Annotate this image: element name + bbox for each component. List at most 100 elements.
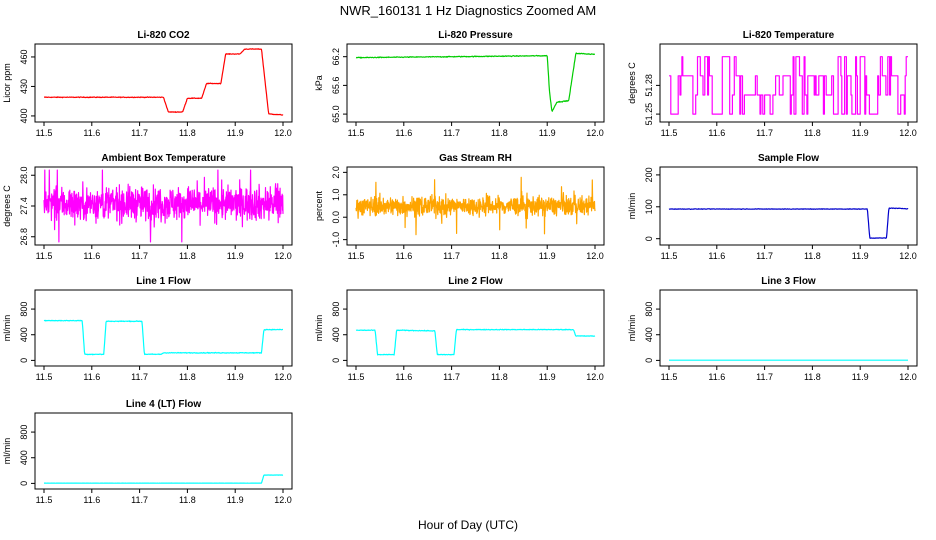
x-tick-label: 11.5 xyxy=(661,128,678,138)
x-tick-label: 12.0 xyxy=(899,128,917,138)
panel-pressure: Li-820 Pressure kPa 11.5 11.6 11.7 11.8 11.9 12… xyxy=(314,30,605,138)
y-tick-label: 400 xyxy=(19,108,29,123)
y-tick-label: 0 xyxy=(644,358,654,363)
plot-frame xyxy=(346,289,605,367)
panel-rh: Gas Stream RH percent 11.5 11.6 11.7 11.8 11.9… xyxy=(314,153,605,261)
panel-title: Line 2 Flow xyxy=(448,276,503,287)
x-tick-label: 12.0 xyxy=(899,251,917,261)
x-axis-title: Hour of Day (UTC) xyxy=(417,518,518,532)
panel-line3: Line 3 Flow ml/min 11.5 11.6 11.7 11.8 11.9 12.… xyxy=(627,276,918,382)
panel-title: Line 4 (LT) Flow xyxy=(126,399,202,410)
x-tick-label: 12.0 xyxy=(586,128,604,138)
y-tick-label: 65.6 xyxy=(331,77,341,95)
y-tick-label: 27.4 xyxy=(19,197,29,215)
x-tick-label: 12.0 xyxy=(274,251,292,261)
plot-frame xyxy=(659,166,918,246)
x-tick-label: 11.7 xyxy=(131,128,148,138)
x-tick-label: 11.6 xyxy=(708,372,725,382)
x-tick-label: 11.8 xyxy=(491,372,508,382)
x-tick-label: 11.7 xyxy=(131,251,148,261)
y-axis-label: kPa xyxy=(314,75,324,91)
series-line-sampleflow xyxy=(668,207,909,239)
x-tick-label: 11.6 xyxy=(83,372,100,382)
x-tick-label: 11.9 xyxy=(852,128,869,138)
x-tick-label: 11.9 xyxy=(227,251,244,261)
x-tick-label: 11.8 xyxy=(491,251,508,261)
plot-frame xyxy=(34,43,293,123)
y-tick-label: 400 xyxy=(644,327,654,342)
x-tick-label: 12.0 xyxy=(274,372,292,382)
y-tick-label: 0 xyxy=(19,358,29,363)
y-axis-label: degrees C xyxy=(627,62,637,104)
x-tick-label: 11.5 xyxy=(661,372,678,382)
y-tick-label: 400 xyxy=(19,450,29,465)
x-tick-label: 11.9 xyxy=(539,372,556,382)
y-tick-label: 400 xyxy=(331,327,341,342)
plot-frame xyxy=(34,166,293,246)
series-line-line2 xyxy=(355,328,596,356)
y-axis-label: ml/min xyxy=(2,438,12,465)
panel-title: Ambient Box Temperature xyxy=(101,153,226,164)
y-tick-label: 100 xyxy=(644,199,654,214)
x-tick-label: 11.8 xyxy=(179,251,196,261)
y-axis-label: degrees C xyxy=(2,185,12,227)
series-line-pressure xyxy=(355,52,596,112)
y-tick-label: 2.0 xyxy=(331,166,341,179)
panel-title: Sample Flow xyxy=(758,153,819,164)
y-tick-label: 26.8 xyxy=(19,228,29,246)
x-tick-label: 11.6 xyxy=(83,495,100,505)
y-axis-label: ml/min xyxy=(627,193,637,220)
x-tick-label: 12.0 xyxy=(899,372,917,382)
panel-temperature: Li-820 Temperature degrees C 11.5 11.6 11.7 1… xyxy=(627,30,918,138)
x-tick-label: 12.0 xyxy=(586,372,604,382)
x-tick-label: 11.7 xyxy=(131,495,148,505)
x-tick-label: 11.6 xyxy=(708,251,725,261)
panel-title: Line 3 Flow xyxy=(761,276,816,287)
x-tick-label: 11.7 xyxy=(756,128,773,138)
panel-line1: Line 1 Flow ml/min 11.5 11.6 11.7 11.8 11.9 12.… xyxy=(2,276,293,382)
y-tick-label: 51.28 xyxy=(644,74,654,97)
x-tick-label: 11.5 xyxy=(36,495,53,505)
series-line-co2 xyxy=(43,48,284,116)
x-tick-label: 11.5 xyxy=(661,251,678,261)
x-tick-label: 11.6 xyxy=(83,128,100,138)
panel-ambient: Ambient Box Temperature degrees C 11.5 11.6… xyxy=(2,153,293,261)
plot-frame xyxy=(346,166,605,246)
x-tick-label: 12.0 xyxy=(274,128,292,138)
panel-title: Li-820 Pressure xyxy=(438,30,513,41)
y-tick-label: 800 xyxy=(19,302,29,317)
y-axis-label: percent xyxy=(314,190,324,221)
x-tick-label: 11.7 xyxy=(443,372,460,382)
x-tick-label: 11.8 xyxy=(179,495,196,505)
series-line-temperature xyxy=(669,56,908,115)
x-tick-label: 11.9 xyxy=(227,372,244,382)
figure-title: NWR_160131 1 Hz Diagnostics Zoomed AM xyxy=(339,3,597,18)
y-axis-label: ml/min xyxy=(314,315,324,342)
x-tick-label: 11.9 xyxy=(227,128,244,138)
y-tick-label: 0.0 xyxy=(331,211,341,224)
x-tick-label: 11.6 xyxy=(83,251,100,261)
y-tick-label: 66.2 xyxy=(331,48,341,66)
plot-frame xyxy=(34,289,293,367)
panel-title: Li-820 Temperature xyxy=(743,30,835,41)
x-tick-label: 11.5 xyxy=(36,372,53,382)
x-tick-label: 11.6 xyxy=(395,372,412,382)
y-tick-label: 51.25 xyxy=(644,103,654,126)
x-tick-label: 11.8 xyxy=(804,251,821,261)
x-tick-label: 11.7 xyxy=(131,372,148,382)
x-tick-label: 12.0 xyxy=(274,495,292,505)
panel-title: Li-820 CO2 xyxy=(137,30,190,41)
x-tick-label: 11.6 xyxy=(395,251,412,261)
panel-line2: Line 2 Flow ml/min 11.5 11.6 11.7 11.8 11.9 12.… xyxy=(314,276,605,382)
y-tick-label: 0 xyxy=(644,236,654,241)
y-tick-label: 800 xyxy=(331,302,341,317)
x-tick-label: 11.5 xyxy=(36,251,53,261)
series-line-line4 xyxy=(43,474,284,484)
x-tick-label: 11.5 xyxy=(348,128,365,138)
x-tick-label: 11.9 xyxy=(852,372,869,382)
y-tick-label: 0 xyxy=(331,358,341,363)
panel-line4: Line 4 (LT) Flow ml/min 11.5 11.6 11.7 11.8 11… xyxy=(2,399,293,505)
plot-frame xyxy=(659,43,918,123)
y-tick-label: 200 xyxy=(644,167,654,182)
